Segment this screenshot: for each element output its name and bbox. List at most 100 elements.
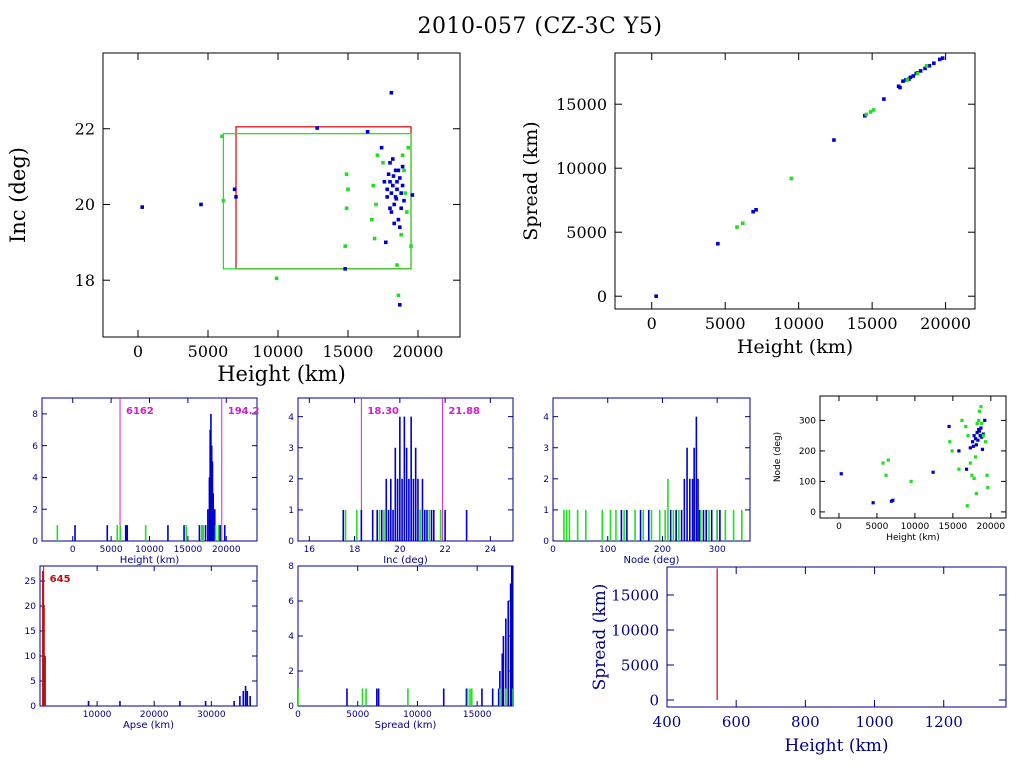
data-point xyxy=(393,195,398,199)
data-point xyxy=(379,145,384,150)
data-point xyxy=(964,467,969,471)
data-point xyxy=(957,467,961,471)
data-point xyxy=(398,176,402,180)
y-tick-label: 15000 xyxy=(556,95,607,114)
y-tick-label: 0 xyxy=(288,702,294,712)
x-tick-label: 15000 xyxy=(939,522,968,532)
y-tick-label: 20 xyxy=(75,195,95,214)
x-axis-label: Apse (km) xyxy=(123,720,174,731)
x-axis-label: Height (km) xyxy=(737,336,853,358)
data-point xyxy=(965,504,969,508)
plot-area xyxy=(342,398,468,541)
data-point xyxy=(402,168,406,173)
x-tick-label: 10000 xyxy=(901,522,930,532)
data-point xyxy=(884,473,888,477)
plot-frame xyxy=(297,397,514,542)
data-point xyxy=(976,438,980,442)
data-point xyxy=(395,187,399,192)
y-tick-label: 4 xyxy=(288,632,294,642)
x-tick-label: 10000 xyxy=(773,314,824,333)
y-tick-label: 25 xyxy=(25,577,36,587)
data-point xyxy=(372,236,377,241)
data-point xyxy=(974,443,978,447)
data-point xyxy=(966,434,970,438)
data-point xyxy=(402,198,406,203)
data-point xyxy=(979,426,983,430)
data-point xyxy=(975,421,979,426)
y-tick-label: 2 xyxy=(543,475,549,485)
data-point xyxy=(386,172,391,176)
y-tick-label: 15000 xyxy=(611,586,659,604)
data-point xyxy=(382,179,387,184)
x-axis-label: Spread (km) xyxy=(375,720,437,731)
data-point xyxy=(909,479,913,483)
data-point xyxy=(396,168,401,173)
x-tick-label: 0 xyxy=(647,314,657,333)
x-axis-label: Inc (deg) xyxy=(383,555,428,566)
x-axis-label: Height (km) xyxy=(217,362,346,386)
data-point xyxy=(381,161,385,165)
y-tick-label: 0 xyxy=(32,537,38,547)
data-point xyxy=(220,134,224,139)
data-point xyxy=(971,444,975,448)
y-tick-label: 18 xyxy=(75,271,95,290)
x-tick-label: 16 xyxy=(304,545,316,555)
x-tick-label: 24 xyxy=(485,545,497,555)
y-tick-label: 4 xyxy=(32,474,38,484)
x-tick-label: 20000 xyxy=(393,342,444,361)
marker-label: 6162 xyxy=(126,406,154,417)
data-point xyxy=(384,240,388,245)
data-point xyxy=(871,501,875,505)
data-point xyxy=(234,195,238,199)
data-point xyxy=(977,429,982,433)
y-tick-label: 2 xyxy=(288,475,294,485)
data-point xyxy=(980,447,985,451)
x-tick-label: 800 xyxy=(791,713,820,731)
data-point xyxy=(344,172,349,176)
data-point xyxy=(392,202,396,207)
data-point xyxy=(970,473,974,477)
data-point xyxy=(974,492,978,496)
data-point xyxy=(398,225,402,229)
y-tick-label: 0 xyxy=(543,537,549,547)
page-title: 2010-057 (CZ-3C Y5) xyxy=(417,14,663,39)
data-point xyxy=(388,161,392,165)
y-tick-label: 20 xyxy=(25,602,37,612)
chart-spread-vs-height: 0 5000 10000 15000 20000 0 5000 10000 15000 Heigh… xyxy=(520,52,976,358)
plot-frame xyxy=(39,565,258,707)
data-point xyxy=(947,424,951,429)
y-tick-label: 3 xyxy=(288,444,294,454)
selection-box xyxy=(222,133,412,270)
x-tick-label: 5000 xyxy=(188,342,229,361)
y-axis-label: Spread (km) xyxy=(520,121,542,240)
data-point xyxy=(918,69,923,73)
data-point xyxy=(927,64,932,68)
data-point xyxy=(911,74,916,78)
data-point xyxy=(370,217,374,222)
data-point xyxy=(980,421,984,426)
data-point xyxy=(393,168,398,173)
data-point xyxy=(346,187,350,192)
y-tick-label: 0 xyxy=(288,537,294,547)
marker-label: 21.88 xyxy=(448,406,480,417)
y-tick-label: 10000 xyxy=(556,159,607,178)
data-point xyxy=(391,183,395,188)
x-tick-label: 10000 xyxy=(83,710,112,720)
data-point xyxy=(908,75,913,80)
y-tick-label: 10 xyxy=(25,652,37,662)
data-point xyxy=(974,437,978,441)
data-point xyxy=(972,434,976,438)
plot-frame xyxy=(666,566,1007,708)
y-tick-label: 0 xyxy=(30,702,36,712)
y-tick-label: 22 xyxy=(75,119,95,138)
plot-area xyxy=(140,90,415,307)
data-point xyxy=(977,409,982,413)
y-tick-label: 5 xyxy=(30,677,36,687)
data-point xyxy=(983,440,988,444)
marker-label: 194.2 xyxy=(228,406,260,417)
chart-hist-apse: 10000 20000 30000 0 5 10 15 20 25 Apse (km) 645 xyxy=(25,565,258,731)
data-point xyxy=(979,405,983,409)
data-point xyxy=(232,187,237,192)
y-tick-label: 1 xyxy=(543,506,549,516)
